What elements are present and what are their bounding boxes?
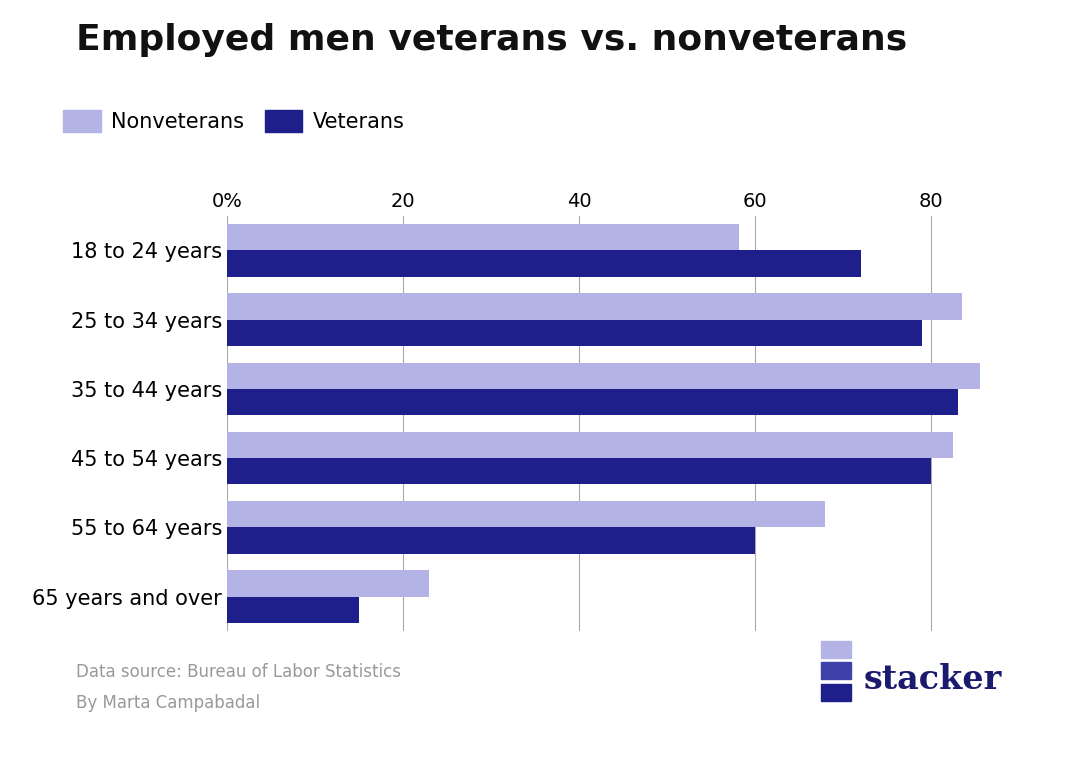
Legend: Nonveterans, Veterans: Nonveterans, Veterans bbox=[63, 109, 405, 132]
Text: By Marta Campabadal: By Marta Campabadal bbox=[76, 695, 259, 712]
Bar bbox=[227, 224, 739, 250]
Bar bbox=[227, 363, 980, 389]
Text: Employed men veterans vs. nonveterans: Employed men veterans vs. nonveterans bbox=[76, 23, 907, 57]
Bar bbox=[227, 458, 931, 484]
Bar bbox=[227, 527, 755, 554]
Bar bbox=[227, 597, 359, 623]
Bar bbox=[227, 501, 825, 527]
Bar bbox=[227, 389, 958, 415]
Bar bbox=[227, 250, 861, 276]
Bar bbox=[227, 432, 954, 458]
Bar bbox=[227, 293, 962, 320]
Text: stacker: stacker bbox=[864, 663, 1002, 695]
Text: Data source: Bureau of Labor Statistics: Data source: Bureau of Labor Statistics bbox=[76, 664, 401, 681]
Bar bbox=[227, 320, 922, 346]
Bar bbox=[227, 571, 429, 597]
